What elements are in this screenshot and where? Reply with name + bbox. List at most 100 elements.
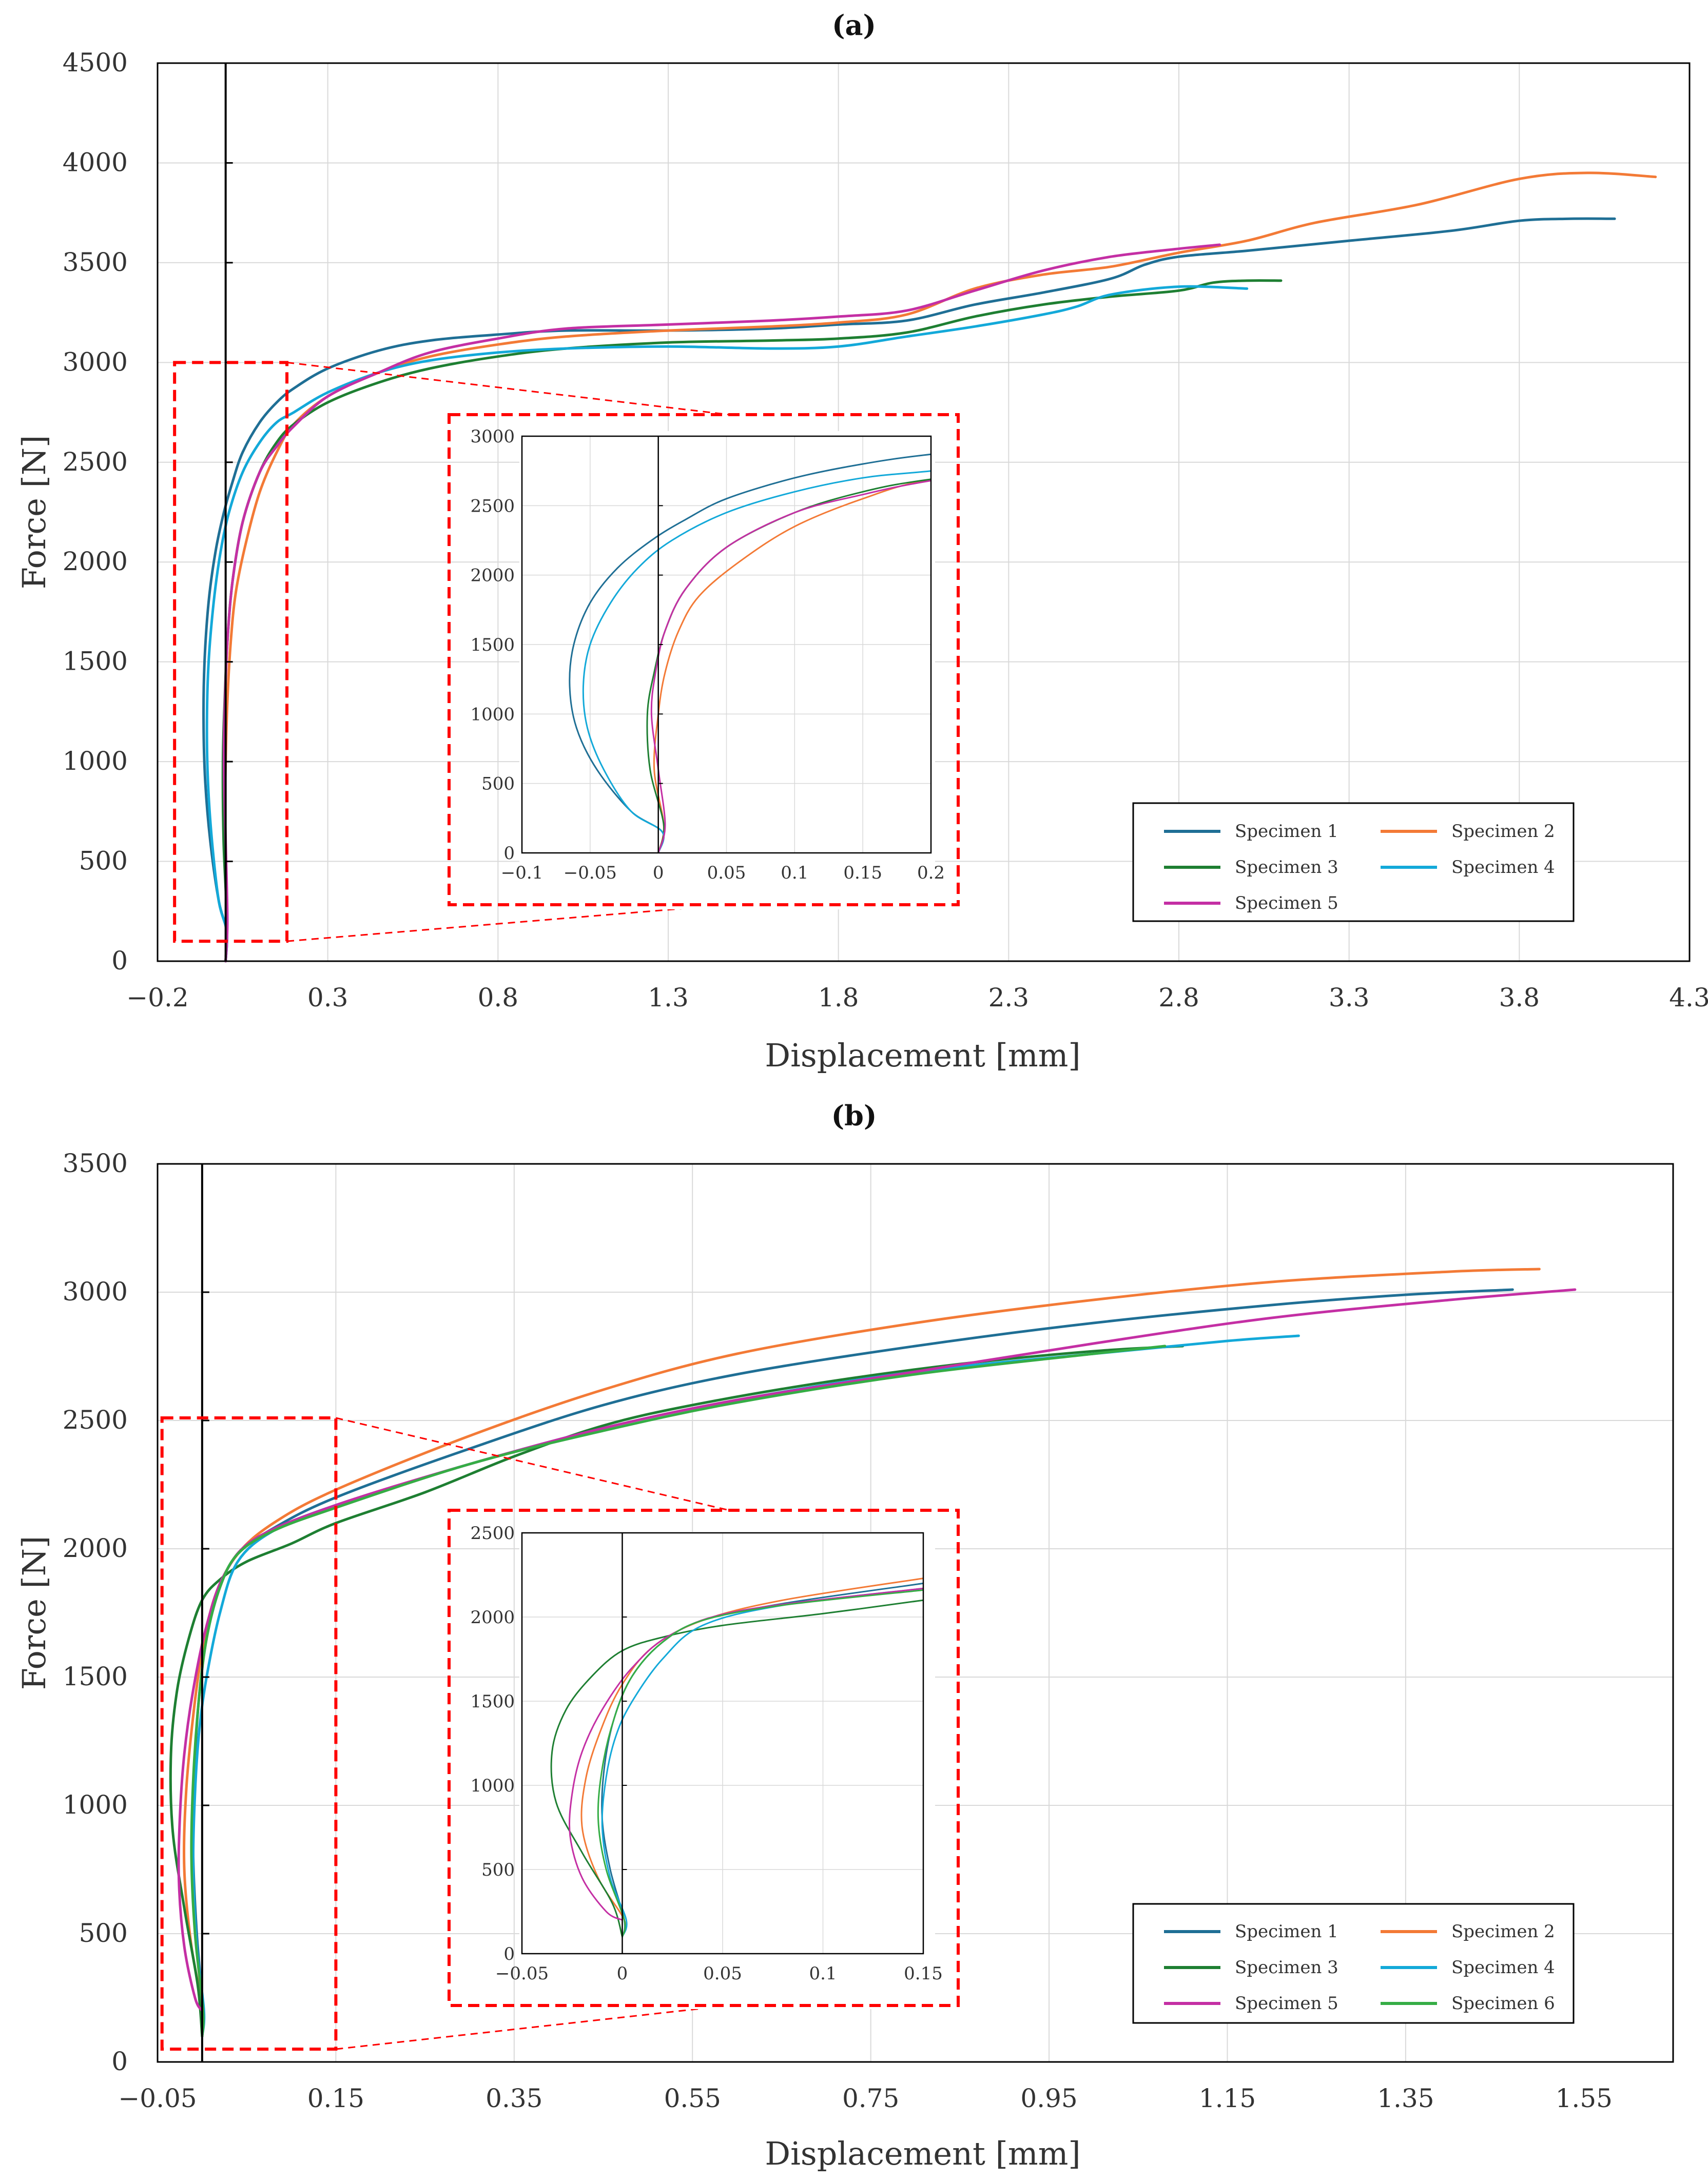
panel-b-x-tick-labels: −0.05 0.15 0.35 0.55 0.75 0.95 1.15 1.35 1.55 [118,2083,1613,2113]
x-tick-label: 3.3 [1329,983,1370,1012]
inset-x-tick-label: 0.1 [809,1963,837,1984]
y-tick-label: 3000 [63,1277,128,1307]
legend-label-specimen-1: Specimen 1 [1235,1921,1338,1942]
panel-a-legend-box [1132,802,1575,922]
inset-y-tick-label: 2500 [470,1523,515,1544]
legend-label-specimen-3: Specimen 3 [1235,1957,1338,1978]
x-tick-label: −0.2 [126,983,188,1012]
y-tick-label: 0 [111,2047,128,2076]
panel-a-legend: Specimen 1 Specimen 2 Specimen 3 Specimen 4… [1132,802,1575,922]
panel-a-inset-zero-line [657,436,663,853]
y-tick-label: 4500 [63,48,128,77]
x-tick-label: 1.3 [648,983,689,1012]
panel-a-inset-frame [521,435,932,854]
panel-b-inset-x-tick-labels: −0.05 0 0.05 0.1 0.15 [495,1963,943,1984]
y-tick-label: 2500 [63,447,128,477]
x-tick-label: −0.05 [118,2083,197,2113]
zoom-connector-bottom [336,2004,729,2050]
panel-b-inset-series [550,1578,923,1938]
x-tick-label: 2.3 [988,983,1030,1012]
x-tick-label: 2.8 [1158,983,1199,1012]
legend-label-specimen-4: Specimen 4 [1451,857,1555,878]
inset-x-tick-label: 0.05 [703,1963,742,1984]
inset-x-tick-label: 0 [653,863,664,883]
inset-y-tick-label: 500 [481,774,515,794]
y-tick-label: 2000 [63,547,128,576]
x-tick-label: 0.8 [478,983,519,1012]
panel-b: (b) 0 500 1000 1500 2000 2500 3000 3500 −0.05 0.… [15,1099,1674,2172]
panel-a-y-tick-labels: 0 500 1000 1500 2000 2500 3000 3500 4000 4500 [63,48,128,976]
inset-x-tick-label: 0.15 [843,863,882,883]
inset-series-line-specimen-4 [582,470,931,853]
series-line-specimen-6 [190,1345,1167,2038]
panel-a-title: (a) [832,9,876,42]
y-tick-label: 500 [79,846,128,876]
inset-x-tick-label: 0.1 [781,863,808,883]
y-tick-label: 1000 [63,1790,128,1820]
inset-y-tick-label: 1000 [470,704,515,725]
inset-y-tick-label: 1500 [470,635,515,655]
y-tick-label: 1500 [63,1662,128,1691]
panel-b-inset-y-tick-labels: 0 500 1000 1500 2000 2500 [470,1523,515,1964]
x-tick-label: 1.15 [1199,2083,1256,2113]
y-tick-label: 3500 [63,247,128,277]
x-tick-label: 0.15 [307,2083,364,2113]
x-tick-label: 0.75 [842,2083,899,2113]
zoom-connector-top [286,361,729,416]
inset-x-tick-label: −0.1 [501,863,544,883]
panel-b-inset-dashed-border [448,1509,960,2007]
panel-b-zero-line [201,1164,209,2062]
y-tick-label: 3500 [63,1148,128,1178]
panel-b-series [169,1268,1577,2038]
panel-a-x-tick-labels: −0.2 0.3 0.8 1.3 1.8 2.3 2.8 3.3 3.8 4.3 [126,983,1708,1012]
legend-label-specimen-3: Specimen 3 [1235,857,1338,878]
legend-label-specimen-6: Specimen 6 [1451,1993,1555,2014]
inset-y-tick-label: 2500 [470,496,515,516]
legend-label-specimen-2: Specimen 2 [1451,1921,1555,1942]
zoom-connector-top [336,1417,729,1511]
inset-y-tick-label: 1000 [470,1776,515,1796]
inset-series-line-specimen-3 [550,1599,923,1938]
series-line-specimen-3 [169,1345,1185,2038]
panel-b-x-axis-label: Displacement [mm] [765,2135,1080,2172]
inset-x-tick-label: 0.05 [707,863,746,883]
x-tick-label: 0.3 [307,983,348,1012]
panel-a-plot-frame [157,62,1691,962]
panel-b-y-tick-labels: 0 500 1000 1500 2000 2500 3000 3500 [63,1148,128,2076]
panel-a-zoom-indicator [173,361,729,943]
zoom-connector-bottom [286,904,729,942]
inset-x-tick-label: 0 [617,1963,628,1984]
y-tick-label: 500 [79,1918,128,1948]
legend-label-specimen-4: Specimen 4 [1451,1957,1555,1978]
panel-b-inset-background [519,1532,935,2009]
inset-y-tick-label: 2000 [470,1607,515,1628]
x-tick-label: 1.8 [818,983,859,1012]
panel-a-inset-x-tick-labels: −0.1 −0.05 0 0.05 0.1 0.15 0.2 [501,863,945,883]
zoom-region-box [173,361,289,943]
panel-a-x-axis-label: Displacement [mm] [765,1037,1080,1074]
panel-b-inset-frame [521,1532,924,1955]
panel-b-inset-zero-line [622,1533,627,1954]
inset-x-tick-label: 0.15 [904,1963,943,1984]
inset-series-line-specimen-1 [569,453,931,853]
y-tick-label: 1000 [63,746,128,776]
y-tick-label: 2500 [63,1405,128,1435]
y-tick-label: 3000 [63,347,128,377]
panel-a-inset-y-tick-labels: 0 500 1000 1500 2000 2500 3000 [470,426,515,864]
legend-label-specimen-2: Specimen 2 [1451,821,1555,842]
legend-label-specimen-5: Specimen 5 [1235,1993,1338,2014]
inset-x-tick-label: −0.05 [495,1963,549,1984]
inset-y-tick-label: 2000 [470,566,515,586]
inset-y-tick-label: 0 [503,1944,515,1964]
x-tick-label: 0.55 [664,2083,721,2113]
inset-series-line-specimen-6 [597,1589,923,1938]
y-tick-label: 2000 [63,1533,128,1563]
x-tick-label: 1.55 [1556,2083,1613,2113]
inset-y-tick-label: 0 [503,843,515,864]
inset-x-tick-label: −0.05 [564,863,617,883]
x-tick-label: 3.8 [1499,983,1540,1012]
x-tick-label: 4.3 [1669,983,1708,1012]
series-line-specimen-2 [183,1268,1541,2038]
x-tick-label: 0.35 [486,2083,542,2113]
